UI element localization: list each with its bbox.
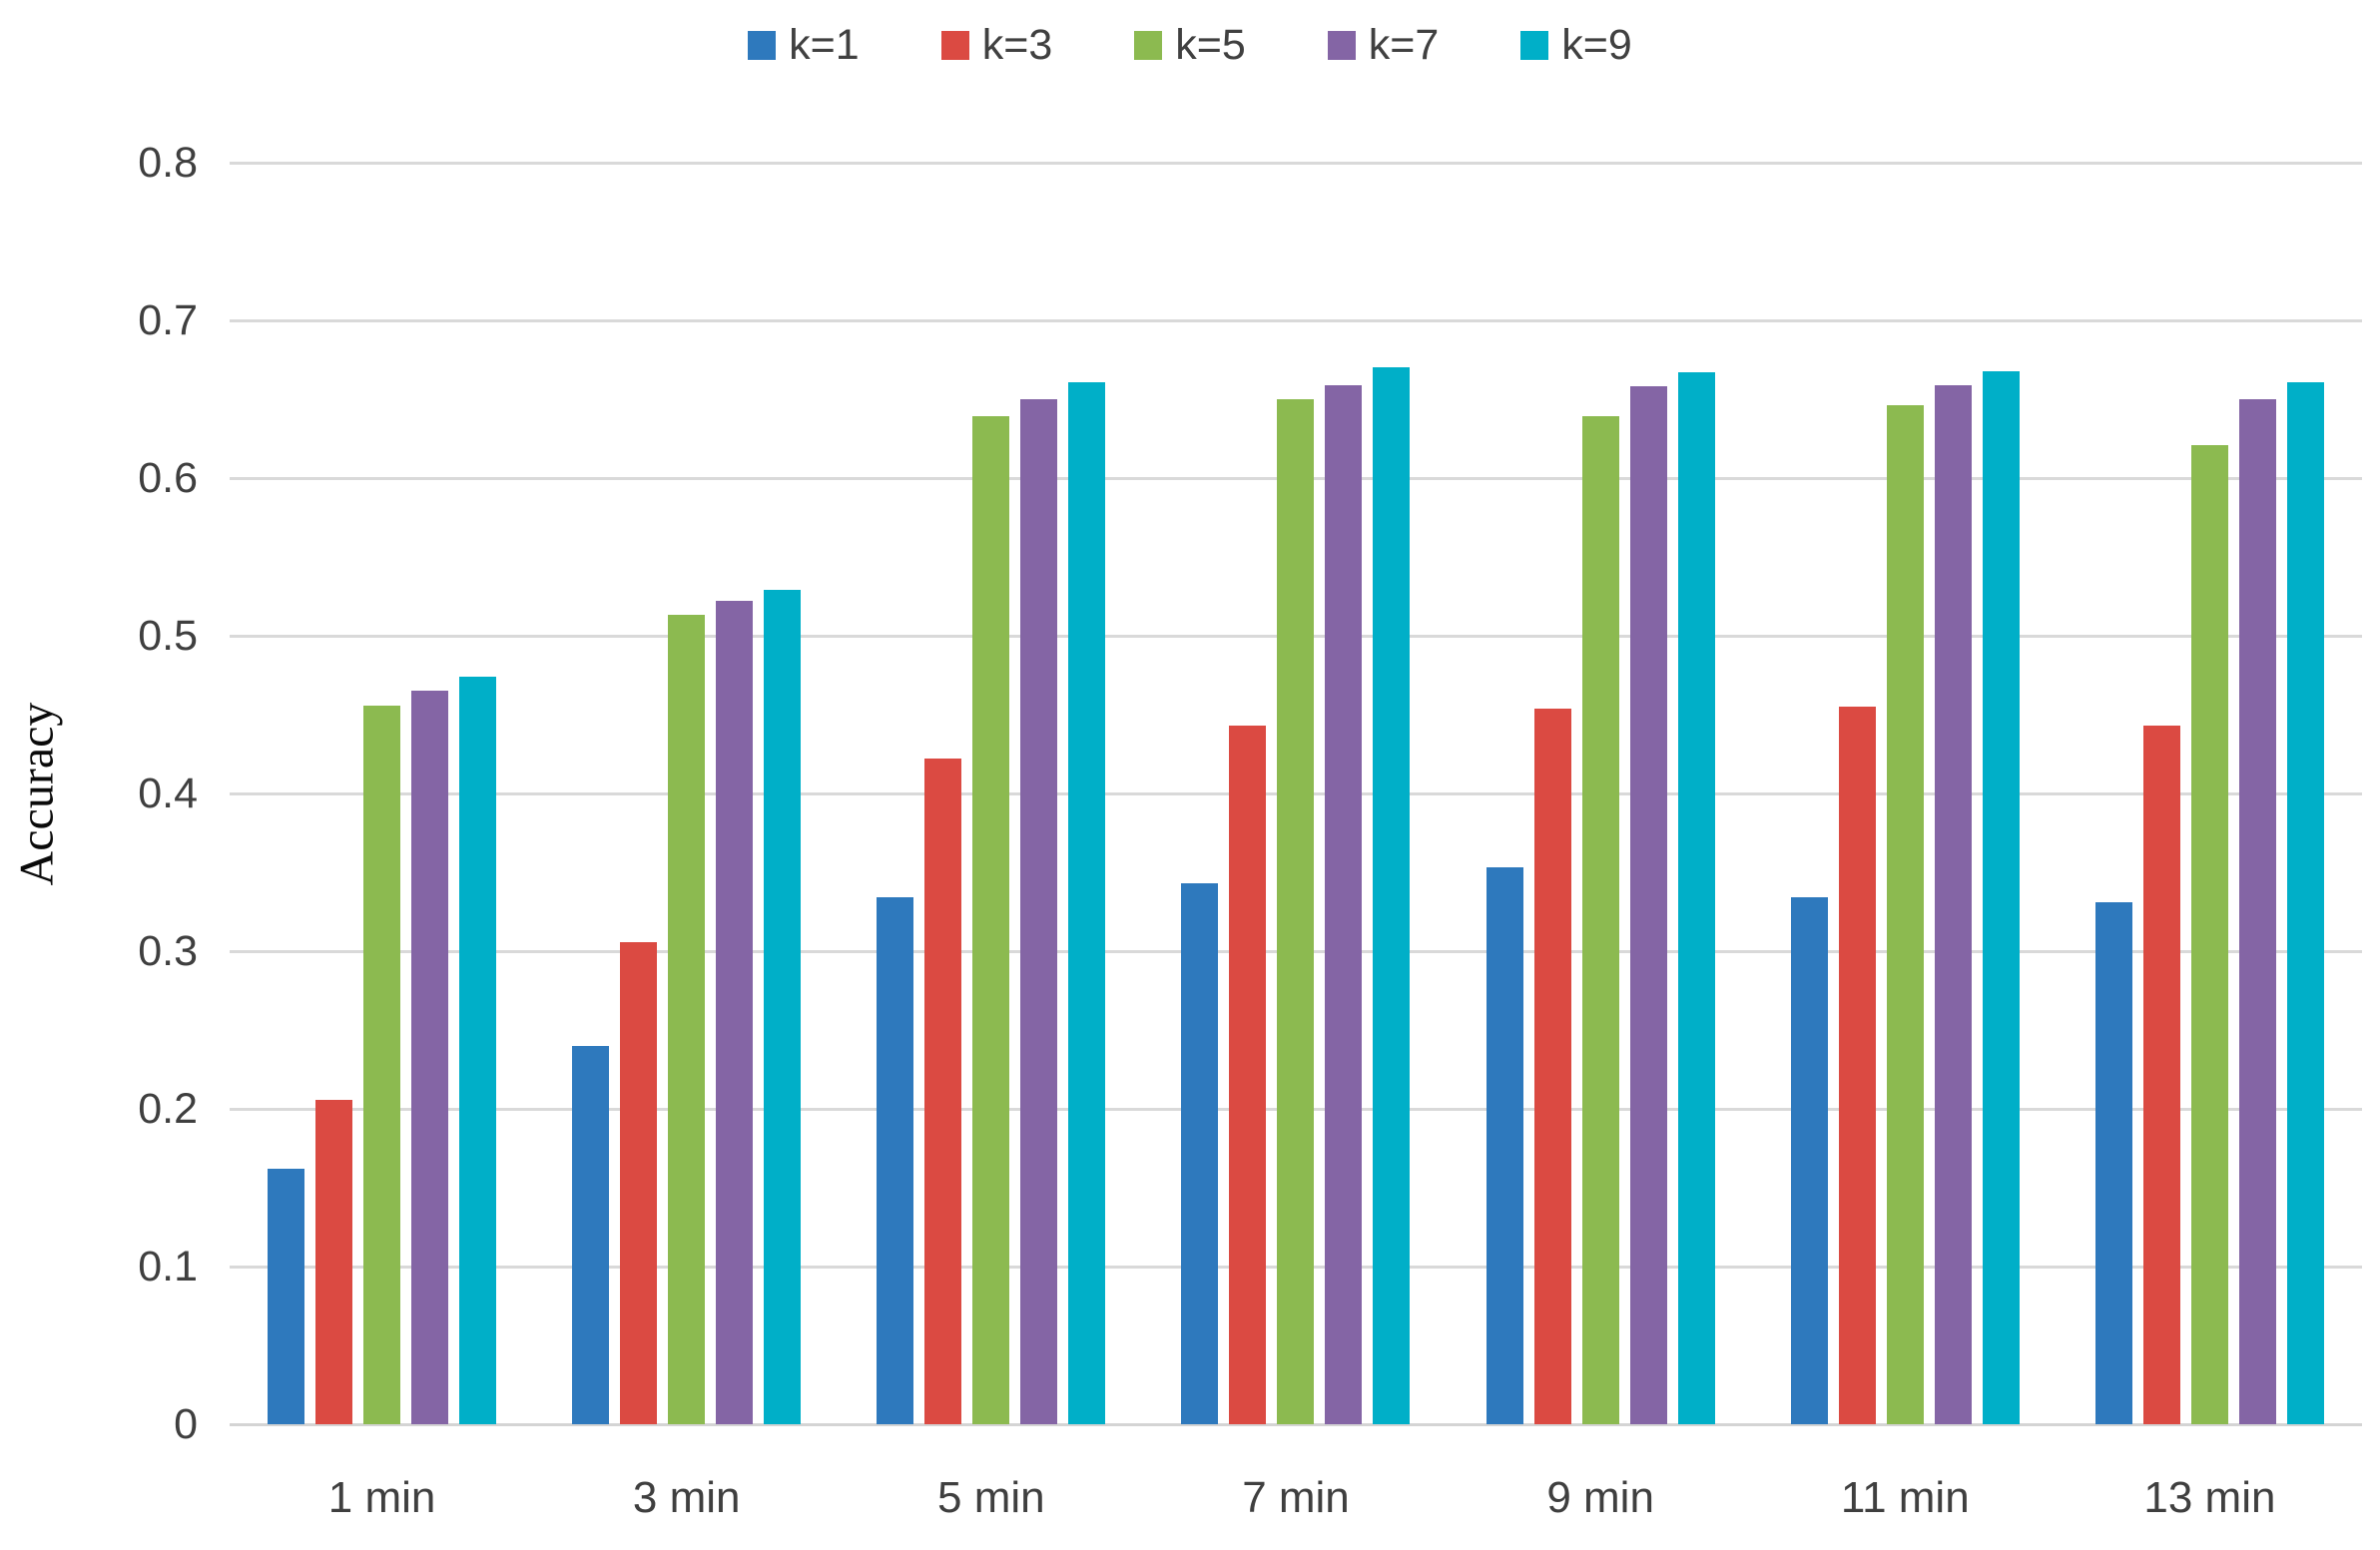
bar-k9-11min: [1982, 370, 2020, 1424]
legend-item-k7: k=7: [1327, 21, 1440, 69]
bar-k9-9min: [1677, 372, 1715, 1424]
y-tick-label: 0.2: [138, 1085, 198, 1133]
bar-k5-5min: [972, 416, 1010, 1424]
legend-label: k=7: [1368, 21, 1440, 69]
chart-legend: k=1 k=3 k=5 k=7 k=9: [0, 24, 2380, 67]
x-axis-label: 13 min: [2143, 1473, 2276, 1522]
bar-k5-1min: [363, 705, 401, 1424]
bar-k3-3min: [620, 941, 658, 1424]
bar-k3-5min: [924, 759, 962, 1424]
legend-label: k=5: [1175, 21, 1246, 69]
legend-label: k=9: [1561, 21, 1632, 69]
bar-k5-13min: [2190, 444, 2228, 1424]
legend-item-k3: k=3: [940, 21, 1053, 69]
y-tick-label: 0.8: [138, 139, 198, 187]
y-axis-tick-labels: 0 0.1 0.2 0.3 0.4 0.5 0.6 0.7 0.8: [0, 139, 198, 1448]
bar-group-9min: [1449, 163, 1753, 1424]
y-tick-label: 0: [174, 1400, 198, 1448]
y-tick-label: 0.3: [138, 927, 198, 975]
legend-swatch-icon: [748, 31, 777, 60]
bar-k3-13min: [2142, 726, 2180, 1424]
bar-k1-9min: [1486, 867, 1523, 1424]
gridline-0.8: [230, 162, 2362, 165]
bar-k1-3min: [572, 1045, 610, 1424]
bar-group-11min: [1753, 163, 2058, 1424]
x-axis-label: 3 min: [632, 1473, 741, 1522]
gridline-0.7: [230, 319, 2362, 322]
bar-group-3min: [534, 163, 839, 1424]
bar-k3-11min: [1838, 707, 1876, 1424]
bar-k9-5min: [1068, 381, 1106, 1424]
y-tick-label: 0.6: [138, 454, 198, 502]
bar-k7-7min: [1325, 384, 1363, 1424]
bar-k7-1min: [411, 691, 449, 1424]
bar-k1-7min: [1181, 883, 1219, 1424]
y-tick-label: 0.4: [138, 770, 198, 817]
y-tick-label: 0.1: [138, 1243, 198, 1291]
bar-group-13min: [2058, 163, 2362, 1424]
bar-group-7min: [1143, 163, 1448, 1424]
bar-group-5min: [839, 163, 1143, 1424]
bar-k9-7min: [1373, 367, 1411, 1424]
bar-k7-11min: [1934, 384, 1972, 1424]
legend-item-k9: k=9: [1520, 24, 1632, 67]
bar-k9-3min: [764, 590, 802, 1424]
bar-k1-13min: [2094, 902, 2132, 1424]
x-axis-label: 7 min: [1242, 1473, 1350, 1522]
y-tick-label: 0.7: [138, 296, 198, 344]
bar-k3-1min: [315, 1099, 353, 1424]
bar-k7-5min: [1020, 399, 1058, 1424]
bar-k5-11min: [1886, 405, 1924, 1424]
bar-k7-13min: [2238, 399, 2276, 1424]
bar-k9-1min: [459, 677, 497, 1424]
legend-swatch-icon: [1134, 31, 1163, 60]
x-axis-label: 9 min: [1546, 1473, 1654, 1522]
x-axis-label: 11 min: [1840, 1473, 1970, 1522]
bar-k7-9min: [1629, 386, 1667, 1424]
x-axis-label: 5 min: [937, 1473, 1045, 1522]
legend-swatch-icon: [940, 31, 969, 60]
legend-item-k1: k=1: [748, 24, 860, 67]
bar-group-1min: [230, 163, 534, 1424]
legend-item-k5: k=5: [1134, 24, 1246, 67]
x-axis-labels: 1 min 3 min 5 min 7 min 9 min 11 min 13 min: [230, 1470, 2362, 1526]
legend-label: k=3: [981, 21, 1053, 69]
x-axis-line: [230, 1423, 2362, 1426]
bar-k1-1min: [268, 1169, 305, 1424]
legend-label: k=1: [789, 21, 860, 69]
bar-k1-5min: [877, 897, 914, 1424]
bar-k7-3min: [716, 601, 754, 1424]
legend-swatch-icon: [1327, 31, 1356, 60]
bar-k5-9min: [1581, 416, 1619, 1424]
plot-area: [230, 162, 2362, 1426]
legend-swatch-icon: [1520, 31, 1549, 60]
bar-k9-13min: [2286, 381, 2324, 1424]
bar-k5-3min: [668, 615, 706, 1424]
bar-k1-11min: [1790, 897, 1828, 1424]
y-tick-label: 0.5: [138, 612, 198, 660]
bar-k3-9min: [1533, 708, 1571, 1424]
x-axis-label: 1 min: [327, 1473, 436, 1522]
bar-k5-7min: [1277, 399, 1315, 1424]
bar-k3-7min: [1229, 726, 1267, 1424]
